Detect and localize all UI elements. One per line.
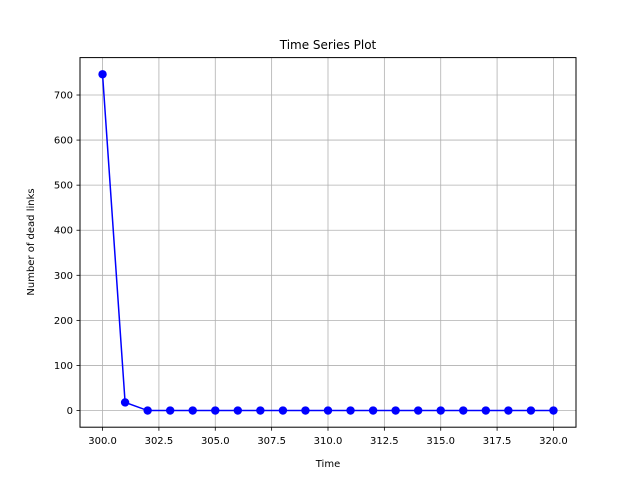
x-tick-label: 315.0 <box>426 436 455 447</box>
data-point <box>165 406 175 415</box>
data-point <box>346 406 355 415</box>
x-tick-label: 305.0 <box>201 436 230 447</box>
chart-title: Time Series Plot <box>279 38 377 52</box>
data-point <box>526 406 536 415</box>
data-point <box>323 406 333 415</box>
series-layer <box>98 70 558 415</box>
y-tick-label: 300 <box>54 271 73 282</box>
data-point <box>211 406 220 415</box>
x-tick-label: 310.0 <box>314 436 343 447</box>
x-tick-label: 312.5 <box>370 436 399 447</box>
data-point <box>301 406 310 415</box>
y-tick-label: 700 <box>54 91 73 102</box>
data-point <box>143 406 152 415</box>
y-tick-label: 600 <box>54 136 73 147</box>
data-point <box>413 406 423 415</box>
data-point <box>188 406 197 415</box>
data-point <box>459 406 468 415</box>
x-axis: 300.0 302.5 305.0 307.5 310.0 312.5 315.0 317.5… <box>88 427 568 447</box>
data-point <box>504 406 513 415</box>
data-point <box>368 406 378 415</box>
y-axis-label: Number of dead links <box>26 188 37 295</box>
x-tick-label: 317.5 <box>483 436 512 447</box>
data-point <box>233 406 243 415</box>
y-tick-label: 400 <box>54 226 73 237</box>
data-point <box>278 406 288 415</box>
data-point <box>256 406 265 415</box>
data-point <box>98 70 107 79</box>
data-point <box>549 406 558 415</box>
y-tick-label: 500 <box>54 181 73 192</box>
y-tick-label: 0 <box>67 406 73 417</box>
data-point <box>120 398 130 407</box>
x-axis-label: Time <box>315 459 340 470</box>
data-point <box>436 406 445 415</box>
grid-lines <box>80 57 576 428</box>
y-tick-label: 200 <box>54 316 73 327</box>
x-tick-label: 320.0 <box>539 436 568 447</box>
data-point <box>481 406 491 415</box>
y-tick-label: 100 <box>54 361 73 372</box>
data-point <box>391 406 400 415</box>
y-axis: 0 100 200 300 400 500 600 700 <box>54 91 80 417</box>
x-tick-label: 300.0 <box>88 436 117 447</box>
x-tick-label: 302.5 <box>145 436 174 447</box>
x-tick-label: 307.5 <box>257 436 286 447</box>
